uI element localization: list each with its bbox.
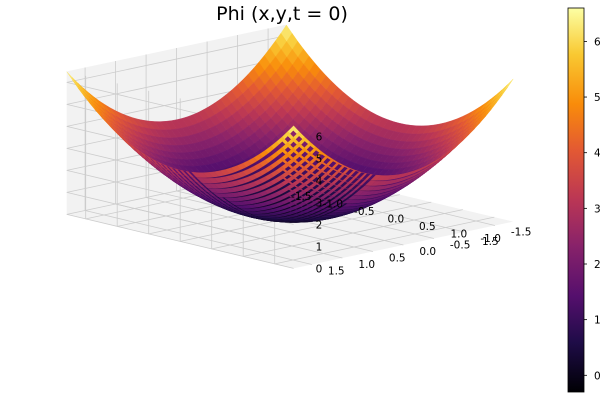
axis-ticks: -1.5 -1.0 -0.5 0.0 0.5 1.0 1.5 -1.5 -1.0 -0.5 0.0 0… <box>291 131 531 277</box>
z-tick-label: 1 <box>316 241 323 253</box>
y-tick-label: 0.5 <box>389 253 406 265</box>
z-tick-label: 5 <box>316 153 323 165</box>
z-tick-label: 3 <box>316 197 323 209</box>
colorbar-tick-label: 1 <box>594 315 600 327</box>
x-tick-label: 0.5 <box>419 221 436 233</box>
z-tick-label: 2 <box>316 219 323 231</box>
x-tick-label: -1.0 <box>323 199 344 211</box>
y-tick-label: -0.5 <box>450 240 471 252</box>
z-tick-label: 6 <box>316 131 323 143</box>
colorbar-gradient <box>567 7 585 393</box>
chart-title: Phi (x,y,t = 0) <box>216 3 348 25</box>
x-tick-label: 0.0 <box>387 214 404 226</box>
colorbar-tick-label: 3 <box>594 203 600 215</box>
colorbar-tick-label: 4 <box>594 148 600 160</box>
y-tick-label: 1.0 <box>358 259 375 271</box>
y-tick-label: 1.5 <box>328 266 345 278</box>
y-tick-label: -1.5 <box>511 227 532 239</box>
z-tick-label: 0 <box>316 263 323 275</box>
surface-patch <box>496 84 508 99</box>
grid-line <box>146 197 373 252</box>
colorbar: 0 1 2 3 4 5 6 <box>567 7 600 393</box>
colorbar-tick-label: 2 <box>594 259 600 271</box>
y-tick-label: 0.0 <box>419 246 436 258</box>
x-tick-label: -0.5 <box>354 206 375 218</box>
x-tick-label: 1.5 <box>482 236 499 248</box>
colorbar-tick-label: 5 <box>594 92 600 104</box>
x-tick-label: 1.0 <box>450 229 467 241</box>
grid-line <box>85 210 312 265</box>
y-tick-label: -1.0 <box>480 233 501 245</box>
colorbar-tick-label: 6 <box>594 36 600 48</box>
surface-mesh <box>66 24 514 223</box>
surface-patch <box>501 78 514 93</box>
grid-line <box>66 192 294 247</box>
z-tick-label: 4 <box>316 175 323 187</box>
x-tick-label: -1.5 <box>291 191 312 203</box>
grid-line <box>66 35 287 83</box>
colorbar-tick-label: 0 <box>594 370 600 382</box>
grid-line <box>66 214 294 269</box>
grid-line <box>66 57 287 105</box>
